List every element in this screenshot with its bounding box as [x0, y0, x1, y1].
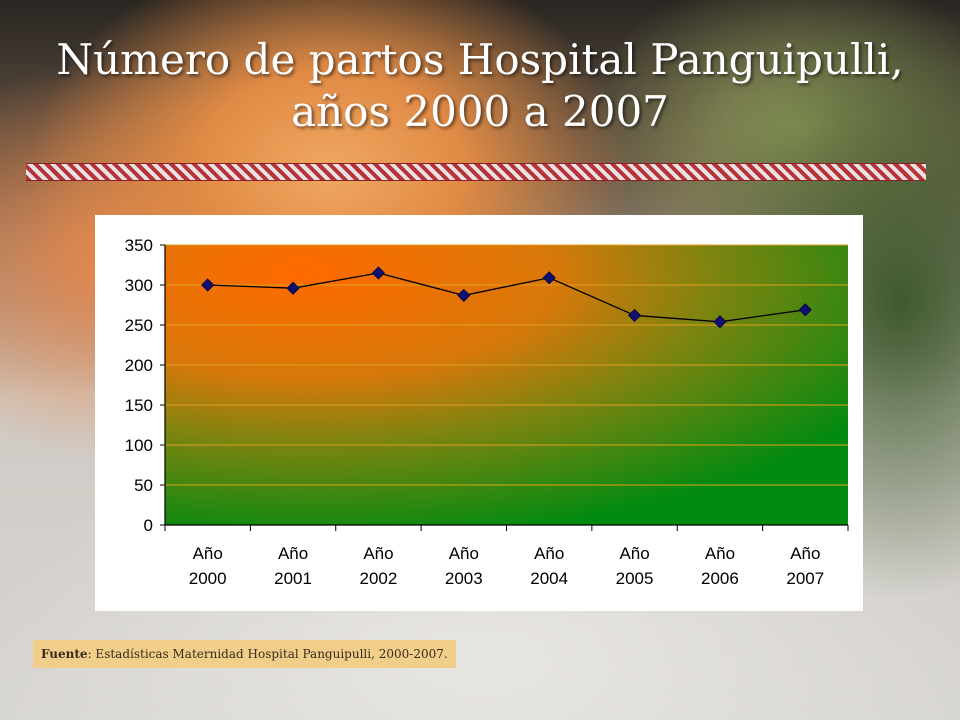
y-tick-label: 150: [125, 396, 153, 415]
source-label: Fuente: [41, 647, 88, 661]
data-point-marker: [286, 281, 300, 295]
x-tick-label: Año 2000: [189, 544, 227, 588]
y-tick-label: 200: [125, 356, 153, 375]
data-point-marker: [798, 303, 812, 317]
decorative-band: [26, 163, 926, 181]
x-tick-label: Año 2003: [445, 544, 483, 588]
slide-title: Número de partos Hospital Panguipulli, a…: [0, 34, 960, 138]
x-tick-label: Año 2004: [530, 544, 568, 588]
x-tick-label: Año 2005: [616, 544, 654, 588]
y-tick-label: 0: [144, 516, 153, 535]
title-line-2: años 2000 a 2007: [291, 87, 669, 136]
data-point-marker: [201, 278, 215, 292]
series-line: [207, 272, 806, 323]
x-tick-label: Año 2001: [274, 544, 312, 588]
source-text: : Estadísticas Maternidad Hospital Pangu…: [87, 647, 448, 661]
data-point-marker: [713, 315, 727, 329]
source-note: Fuente: Estadísticas Maternidad Hospital…: [33, 640, 456, 668]
x-tick-label: Año 2006: [701, 544, 739, 588]
y-tick-label: 300: [125, 276, 153, 295]
y-tick-label: 100: [125, 436, 153, 455]
data-point-marker: [542, 271, 556, 285]
data-point-marker: [371, 266, 386, 280]
x-tick-label: Año 2002: [360, 544, 398, 588]
x-tick-label: Año 2007: [786, 544, 824, 588]
y-tick-label: 250: [125, 316, 153, 335]
y-tick-label: 350: [125, 236, 153, 255]
data-point-marker: [457, 288, 471, 302]
plot-area: [165, 245, 848, 525]
y-tick-label: 50: [134, 476, 153, 495]
title-line-1: Número de partos Hospital Panguipulli,: [56, 35, 904, 84]
chart-card: 0 50 100 150 200 250 300 350 Año 2000 Año 2001 Año 2…: [95, 215, 863, 611]
line-chart: 0 50 100 150 200 250 300 350 Año 2000 Año 2001 Año 2…: [125, 236, 849, 588]
data-point-marker: [627, 308, 642, 322]
